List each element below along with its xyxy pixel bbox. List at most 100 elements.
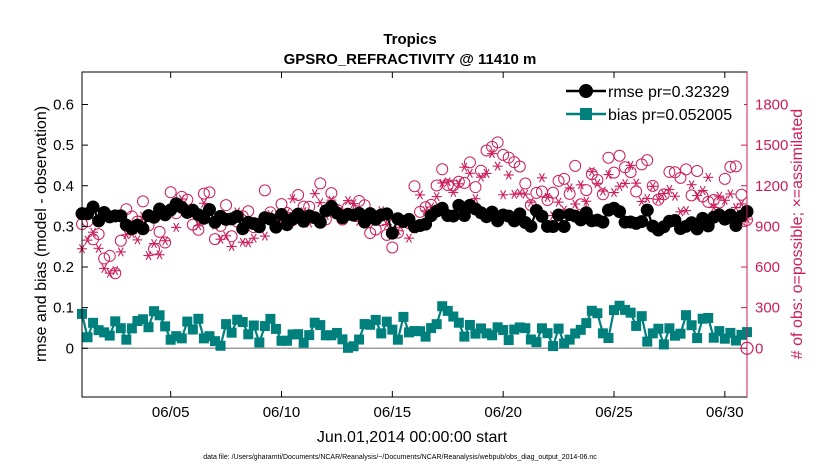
obs-assimilated-point xyxy=(575,180,586,190)
obs-possible-point xyxy=(408,180,421,193)
obs-assimilated-point xyxy=(82,235,93,245)
bias-point xyxy=(398,311,409,322)
bias-point xyxy=(437,301,448,312)
bias-point xyxy=(686,320,697,331)
obs-assimilated-point xyxy=(509,189,520,199)
x-tick-label: 06/15 xyxy=(374,404,412,421)
bias-point xyxy=(520,323,531,334)
rmse-point xyxy=(86,200,100,214)
rmse-point xyxy=(136,222,150,236)
obs-possible-point xyxy=(136,195,149,208)
bias-point xyxy=(636,311,647,322)
bias-point xyxy=(730,335,741,346)
bias-point xyxy=(171,331,182,342)
obs-assimilated-point xyxy=(431,192,442,202)
bias-point xyxy=(237,317,248,328)
y-right-tick-label: 0 xyxy=(755,340,763,357)
legend-bias-marker xyxy=(580,108,592,120)
obs-possible-point xyxy=(519,177,532,190)
chart-title: Tropics xyxy=(383,31,436,48)
obs-possible-point xyxy=(197,187,210,200)
bias-point xyxy=(121,334,132,345)
obs-assimilated-point xyxy=(625,160,636,171)
bias-point xyxy=(370,314,381,325)
obs-assimilated-point xyxy=(525,197,536,207)
obs-possible-point xyxy=(98,252,111,265)
bias-point xyxy=(553,323,564,334)
obs-assimilated-point xyxy=(503,170,514,180)
obs-possible-point xyxy=(386,241,399,254)
x-tick-label: 06/05 xyxy=(152,404,190,421)
bias-point xyxy=(592,308,603,319)
y-axis-label: rmse and bias (model - observation) xyxy=(33,106,50,362)
obs-assimilated-point xyxy=(586,167,597,177)
rmse-point xyxy=(535,209,549,223)
bias-point xyxy=(182,316,193,327)
obs-assimilated-point xyxy=(287,194,298,204)
obs-assimilated-point xyxy=(542,192,553,203)
bias-series xyxy=(77,300,752,353)
rmse-point xyxy=(275,208,288,222)
bias-point xyxy=(403,327,414,338)
bias-point xyxy=(254,337,265,348)
obs-possible-point xyxy=(613,149,626,162)
obs-assimilated-point xyxy=(692,190,703,201)
obs-possible-point xyxy=(646,179,659,192)
obs-assimilated-point xyxy=(154,250,165,260)
obs-possible-point xyxy=(718,172,731,185)
obs-possible-point xyxy=(92,228,105,241)
rmse-point xyxy=(640,203,654,217)
rmse-point xyxy=(729,219,743,233)
obs-assimilated-point xyxy=(603,169,614,180)
obs-assimilated-point xyxy=(514,188,525,198)
rmse-point xyxy=(546,220,560,234)
bias-point xyxy=(703,312,714,323)
obs-possible-point xyxy=(103,249,116,262)
rmse-point xyxy=(446,209,460,223)
obs-possible-point xyxy=(596,188,609,201)
bias-point xyxy=(392,334,403,345)
bias-point xyxy=(409,326,420,337)
obs-assimilated-point xyxy=(481,168,492,179)
obs-possible-point xyxy=(436,163,449,176)
obs-possible-point xyxy=(159,236,172,249)
rmse-point xyxy=(380,207,394,221)
bias-point xyxy=(625,307,636,318)
bias-point xyxy=(459,331,470,342)
rmse-point xyxy=(524,219,538,233)
bias-point xyxy=(331,327,342,338)
bias-point xyxy=(198,333,209,344)
obs-possible-point xyxy=(729,160,742,173)
x-tick-label: 06/20 xyxy=(484,404,522,421)
rmse-point xyxy=(452,198,466,212)
bias-point xyxy=(481,328,492,339)
bias-point xyxy=(293,329,304,340)
y-axis-left: 0 0.1 0.2 0.3 0.4 0.5 0.6 xyxy=(53,97,88,357)
y-axis-right-label: # of obs: o=possible; ×=assimilated xyxy=(789,109,806,359)
bias-point xyxy=(431,319,442,330)
bias-point xyxy=(658,339,669,350)
y-tick-label: 0 xyxy=(66,340,74,357)
obs-assimilated-point xyxy=(653,194,664,204)
obs-assimilated-point xyxy=(686,180,697,190)
obs-possible-point xyxy=(663,165,676,178)
obs-possible-point xyxy=(497,148,510,161)
rmse-point xyxy=(385,226,399,240)
rmse-point xyxy=(230,209,244,223)
rmse-point xyxy=(557,220,571,234)
legend-rmse-label: rmse pr=0.32329 xyxy=(608,84,730,101)
bias-point xyxy=(597,328,608,339)
obs-possible-point xyxy=(724,160,737,173)
x-axis: 06/05 06/10 06/15 06/20 06/25 06/30 xyxy=(152,72,744,421)
obs-assimilated-point xyxy=(403,233,414,243)
bias-point xyxy=(315,320,326,331)
bias-point xyxy=(270,323,281,334)
obs-assimilated-point xyxy=(647,181,658,191)
obs-assimilated-point xyxy=(459,162,470,172)
obs-assimilated-point xyxy=(88,227,99,237)
obs-possible-point xyxy=(452,175,465,188)
obs-possible-point xyxy=(552,174,565,187)
bias-point xyxy=(143,322,154,333)
bias-point xyxy=(415,326,426,337)
chart-subtitle: GPSRO_REFRACTIVITY @ 11410 m xyxy=(284,51,537,68)
